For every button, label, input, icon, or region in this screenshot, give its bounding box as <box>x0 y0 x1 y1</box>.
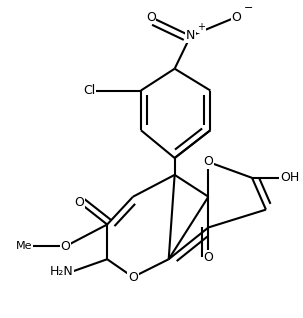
Text: O: O <box>61 240 70 253</box>
Text: OH: OH <box>280 171 299 184</box>
Text: Me: Me <box>16 241 33 251</box>
Text: +: + <box>198 22 205 32</box>
Text: N: N <box>186 30 195 42</box>
Text: O: O <box>128 271 138 284</box>
Text: Cl: Cl <box>83 84 95 97</box>
Text: H₂N: H₂N <box>50 265 73 278</box>
Text: −: − <box>243 3 253 13</box>
Text: O: O <box>75 196 84 209</box>
Text: O: O <box>203 251 213 264</box>
Text: O: O <box>231 10 241 24</box>
Text: O: O <box>146 10 156 24</box>
Text: O: O <box>203 156 213 169</box>
